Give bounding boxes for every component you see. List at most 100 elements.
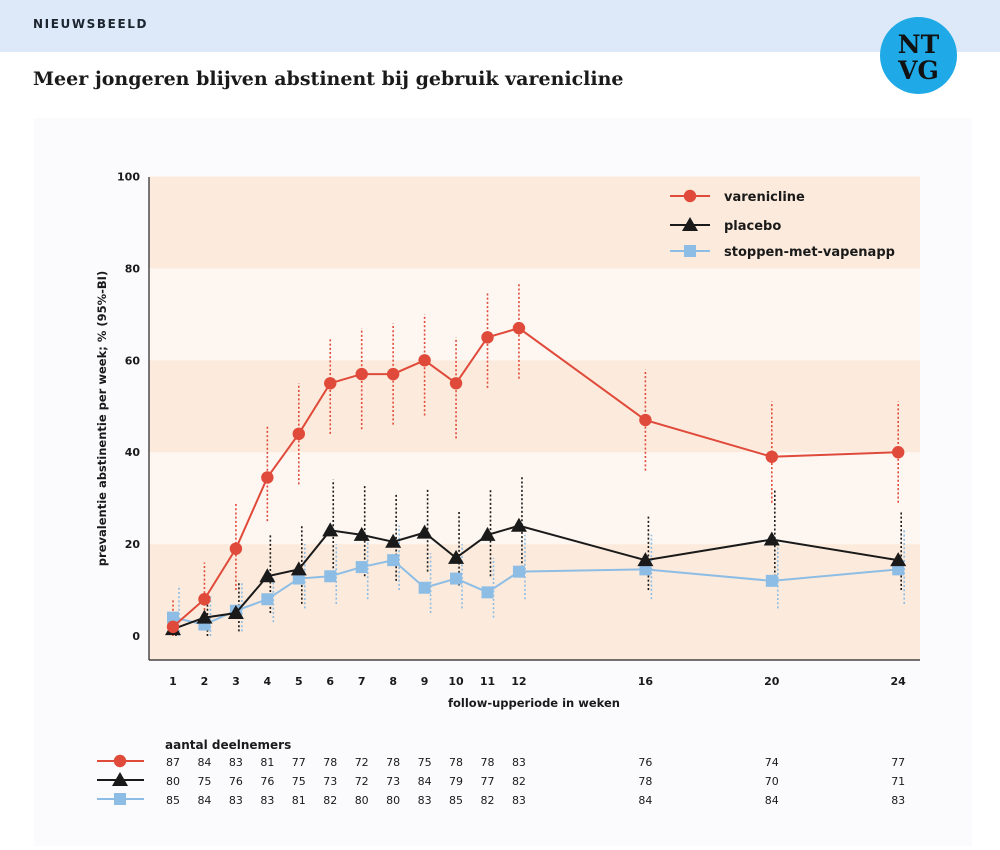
participants-legend-marker bbox=[113, 754, 127, 768]
data-point bbox=[512, 321, 526, 335]
legend-label: placebo bbox=[724, 219, 781, 234]
data-point bbox=[481, 586, 494, 599]
plot-band bbox=[149, 452, 920, 545]
x-tick-label: 6 bbox=[326, 675, 334, 688]
ntvg-logo[interactable]: NT VG bbox=[880, 17, 957, 94]
participants-count: 79 bbox=[449, 775, 463, 788]
legend-label: stoppen-met-vapenapp bbox=[724, 245, 895, 260]
legend-marker bbox=[683, 189, 697, 203]
data-point bbox=[637, 552, 654, 567]
data-point bbox=[227, 605, 244, 620]
participants-legend-marker bbox=[112, 772, 128, 786]
participants-count: 70 bbox=[765, 775, 779, 788]
participants-count: 78 bbox=[323, 756, 337, 769]
plot-band bbox=[149, 268, 920, 361]
data-point bbox=[765, 574, 778, 587]
data-point bbox=[292, 427, 305, 441]
data-point bbox=[355, 561, 368, 574]
section-label: NIEUWSBEELD bbox=[33, 17, 149, 31]
data-point bbox=[892, 446, 905, 459]
data-point bbox=[450, 572, 463, 585]
participants-count: 83 bbox=[229, 794, 243, 807]
data-point bbox=[416, 524, 433, 539]
participants-count: 80 bbox=[386, 794, 400, 807]
data-point bbox=[765, 450, 778, 463]
y-tick-label: 40 bbox=[125, 446, 141, 459]
participants-count: 76 bbox=[260, 775, 274, 788]
data-point bbox=[229, 542, 243, 555]
participants-count: 83 bbox=[891, 794, 905, 807]
data-point bbox=[167, 611, 179, 624]
data-point bbox=[166, 620, 180, 634]
data-point bbox=[639, 413, 652, 427]
data-point bbox=[481, 331, 494, 344]
x-tick-label: 3 bbox=[232, 675, 240, 688]
y-tick-label: 0 bbox=[132, 630, 140, 643]
data-point bbox=[510, 517, 527, 532]
data-point bbox=[322, 522, 339, 537]
participants-count: 87 bbox=[166, 756, 180, 769]
x-tick-label: 4 bbox=[264, 675, 272, 688]
logo-line-2: VG bbox=[897, 56, 939, 85]
participants-title: aantal deelnemers bbox=[165, 738, 291, 752]
data-point bbox=[892, 563, 905, 576]
data-point bbox=[324, 377, 337, 390]
data-point bbox=[290, 561, 307, 576]
legend-marker bbox=[684, 245, 696, 257]
participants-count: 83 bbox=[512, 756, 526, 769]
data-point bbox=[386, 367, 400, 381]
x-tick-label: 12 bbox=[511, 675, 526, 688]
x-tick-label: 20 bbox=[764, 675, 780, 688]
data-point bbox=[639, 563, 652, 576]
participants-count: 81 bbox=[260, 756, 274, 769]
data-point bbox=[512, 565, 525, 578]
participants-count: 81 bbox=[292, 794, 306, 807]
participants-count: 74 bbox=[765, 756, 779, 769]
data-point bbox=[418, 581, 431, 594]
participants-count: 82 bbox=[512, 775, 526, 788]
participants-count: 78 bbox=[638, 775, 652, 788]
data-point bbox=[890, 552, 907, 567]
participants-count: 84 bbox=[765, 794, 779, 807]
logo-line-1: NT bbox=[898, 30, 940, 59]
y-tick-label: 100 bbox=[117, 171, 140, 184]
participants-count: 73 bbox=[323, 775, 337, 788]
x-tick-label: 7 bbox=[358, 675, 366, 688]
data-point bbox=[448, 549, 465, 564]
x-tick-label: 2 bbox=[201, 675, 209, 688]
participants-count: 75 bbox=[197, 775, 211, 788]
participants-count: 80 bbox=[166, 775, 180, 788]
data-point bbox=[261, 593, 274, 606]
data-point bbox=[261, 471, 274, 484]
plot-band bbox=[149, 544, 920, 660]
data-point bbox=[479, 526, 496, 541]
participants-count: 78 bbox=[386, 756, 400, 769]
participants-count: 75 bbox=[292, 775, 306, 788]
data-point bbox=[355, 367, 368, 381]
data-point bbox=[763, 531, 780, 546]
participants-count: 82 bbox=[481, 794, 495, 807]
plot-band bbox=[149, 176, 920, 269]
participants-count: 83 bbox=[229, 756, 243, 769]
participants-count: 73 bbox=[386, 775, 400, 788]
data-point bbox=[324, 570, 337, 583]
data-point bbox=[353, 526, 370, 541]
participants-count: 85 bbox=[166, 794, 180, 807]
participants-count: 84 bbox=[418, 775, 432, 788]
participants-count: 78 bbox=[481, 756, 495, 769]
x-tick-label: 5 bbox=[295, 675, 303, 688]
participants-count: 76 bbox=[638, 756, 652, 769]
y-tick-label: 60 bbox=[125, 354, 141, 367]
x-tick-label: 16 bbox=[638, 675, 654, 688]
plot-band bbox=[149, 360, 920, 453]
participants-count: 76 bbox=[229, 775, 243, 788]
participants-count: 82 bbox=[323, 794, 337, 807]
participants-legend-marker bbox=[114, 793, 126, 805]
participants-count: 84 bbox=[638, 794, 652, 807]
data-point bbox=[259, 568, 276, 583]
participants-count: 75 bbox=[418, 756, 432, 769]
participants-count: 72 bbox=[355, 756, 369, 769]
y-tick-label: 80 bbox=[125, 262, 141, 275]
x-tick-label: 11 bbox=[480, 675, 495, 688]
